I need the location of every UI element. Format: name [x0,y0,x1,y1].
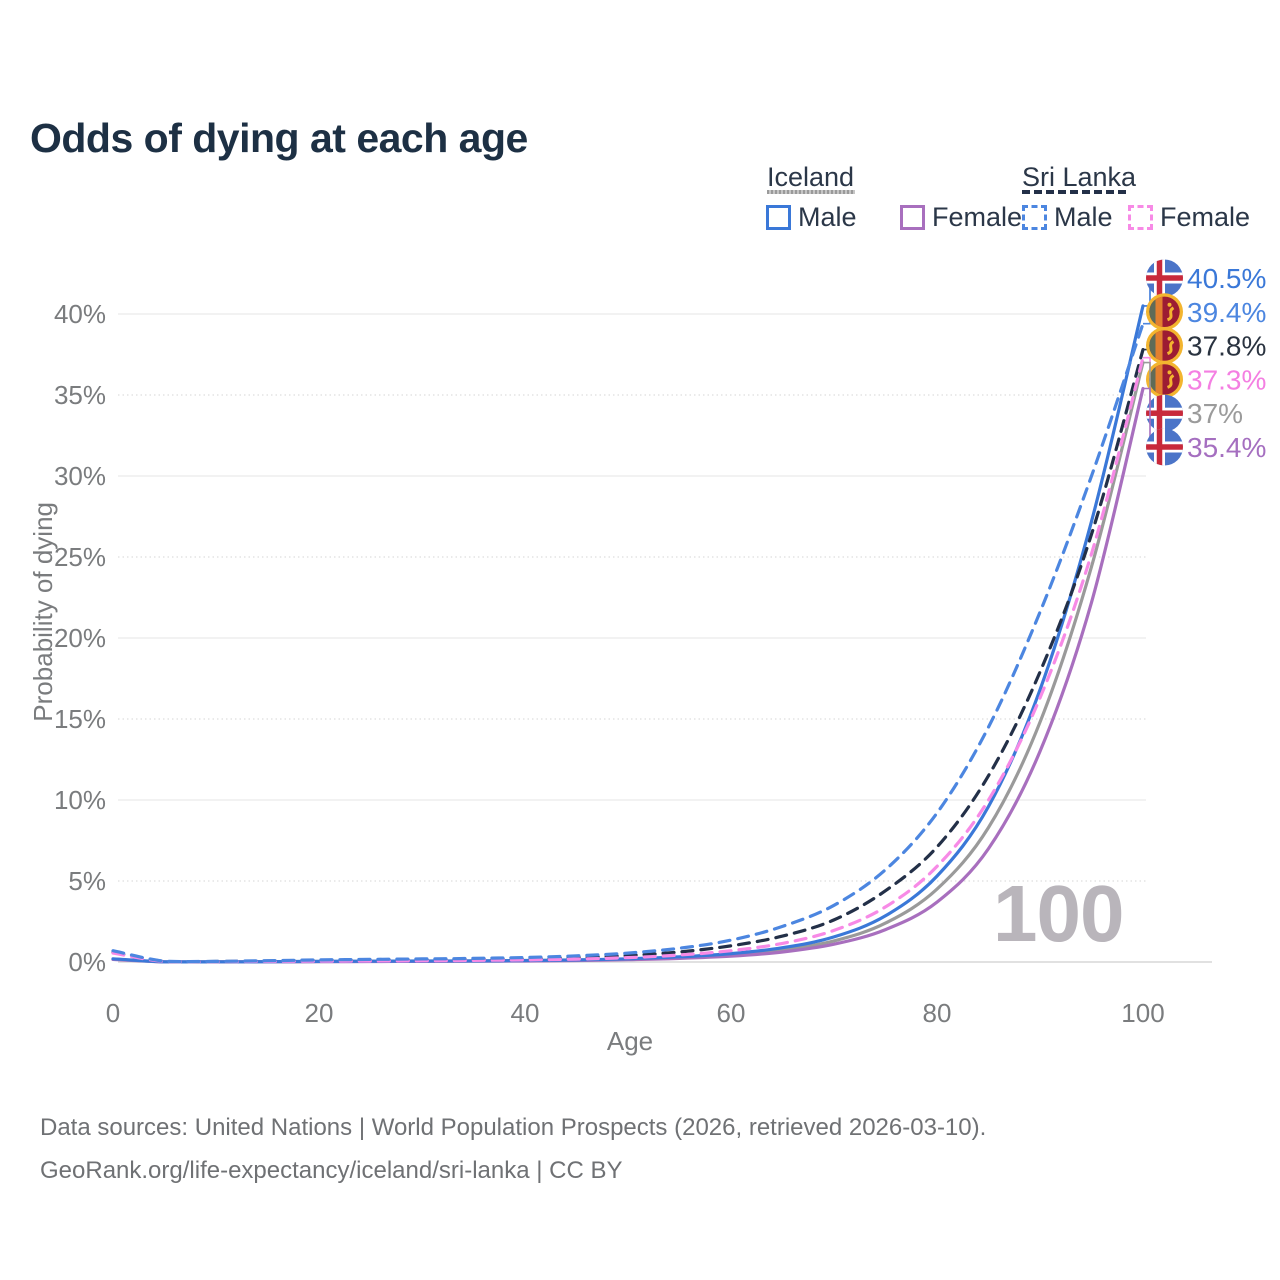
y-tick-label: 10% [54,785,106,815]
legend-country-sri-lanka: Sri Lanka [1022,162,1137,192]
sri-lanka-male-swatch [1022,205,1047,230]
y-tick-label: 15% [54,704,106,734]
series-line-sri-lanka-total [111,348,1145,964]
end-value-label: 39.4% [1187,297,1266,328]
legend-item-label: Female [932,202,1023,232]
iceland-solid-line-swatch [767,190,855,194]
legend-item-label: Male [798,202,857,232]
sri-lanka-flag-icon [1146,327,1183,365]
legend-item-label: Male [1054,202,1113,232]
end-value-label: 37.8% [1187,331,1266,362]
footer-data-sources: Data sources: United Nations | World Pop… [40,1114,987,1141]
x-tick-label: 40 [511,998,540,1028]
iceland-female-swatch [900,205,925,230]
series-line-sri-lanka-male [111,322,1145,964]
x-tick-label: 0 [106,998,120,1028]
y-tick-label: 5% [68,866,106,896]
sri-lanka-flag-icon [1146,360,1183,398]
legend-item-sri-lanka-male[interactable]: Male [1022,202,1113,233]
series-line-sri-lanka-female [111,356,1145,964]
y-tick-label: 0% [68,947,106,977]
y-axis-title: Probability of dying [28,502,58,722]
footer: Data sources: United Nations | World Pop… [40,1106,986,1192]
legend-item-sri-lanka-female[interactable]: Female [1128,202,1250,233]
legend-item-label: Female [1160,202,1251,232]
series-line-iceland-female [111,386,1145,964]
end-value-label: 37% [1187,398,1243,429]
series-line-iceland-total [111,361,1145,964]
y-tick-label: 35% [54,380,106,410]
end-value-label: 37.3% [1187,364,1266,395]
iceland-flag-icon [1146,259,1183,297]
legend-country-iceland: Iceland [767,162,855,192]
x-tick-label: 20 [305,998,334,1028]
series-line-iceland-male [111,304,1145,964]
page-title: Odds of dying at each age [30,115,528,162]
x-tick-label: 80 [923,998,952,1028]
iceland-flag-icon [1146,428,1183,466]
legend-item-iceland-male[interactable]: Male [766,202,857,233]
y-tick-label: 40% [54,299,106,329]
x-tick-label: 60 [717,998,746,1028]
age-watermark: 100 [993,869,1124,958]
iceland-male-swatch [766,205,791,230]
y-tick-label: 20% [54,623,106,653]
x-tick-label: 100 [1121,998,1164,1028]
y-tick-label: 25% [54,542,106,572]
sri-lanka-dashed-line-swatch [1022,190,1126,194]
sri-lanka-flag-icon [1146,293,1183,331]
x-axis-title: Age [606,1026,654,1056]
sri-lanka-female-swatch [1128,205,1153,230]
y-tick-label: 30% [54,461,106,491]
end-value-label: 35.4% [1187,432,1266,463]
end-value-label: 40.5% [1187,263,1266,294]
iceland-flag-icon [1146,394,1183,432]
legend-item-iceland-female[interactable]: Female [900,202,1022,233]
footer-attribution: GeoRank.org/life-expectancy/iceland/sri-… [40,1157,623,1184]
